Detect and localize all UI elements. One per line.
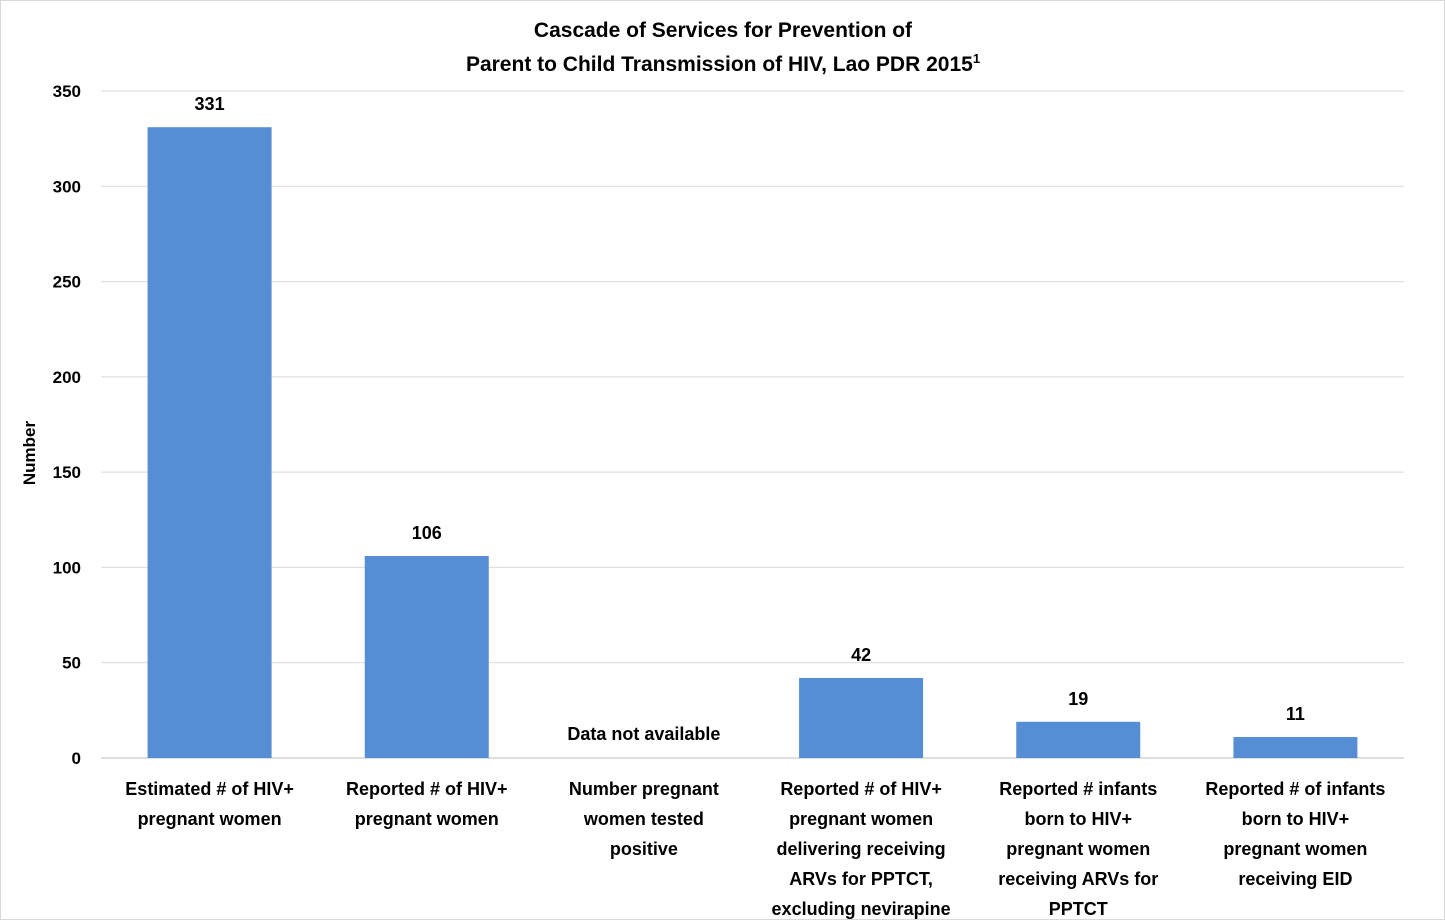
data-label-3-not-available: Data not available: [567, 724, 720, 744]
category-label-4: Reported # of HIV+ pregnant women deliveri…: [772, 779, 951, 919]
bar-5: [1016, 721, 1141, 758]
category-label-1-line-1: Estimated # of HIV+: [125, 779, 294, 799]
category-label-5-line-1: Reported # infants: [999, 779, 1157, 799]
category-label-3-line-1: Number pregnant: [569, 779, 719, 799]
category-label-1-line-2: pregnant women: [138, 809, 282, 829]
category-label-5: Reported # infants born to HIV+ pregnant w…: [998, 779, 1158, 919]
category-label-1: Estimated # of HIV+ pregnant women: [125, 779, 294, 829]
y-axis-title: Number: [20, 421, 39, 486]
category-label-2: Reported # of HIV+ pregnant women: [346, 779, 508, 829]
category-label-2-line-1: Reported # of HIV+: [346, 779, 508, 799]
y-tick-label-200: 200: [53, 368, 81, 387]
bar-6: [1233, 737, 1358, 758]
category-label-3-line-2: women tested: [583, 809, 704, 829]
bar-2: [364, 555, 489, 758]
category-labels: Estimated # of HIV+ pregnant womenReporte…: [125, 779, 1385, 919]
y-tick-label-0: 0: [72, 749, 81, 768]
bar-1: [147, 127, 272, 759]
category-label-4-line-5: excluding nevirapine: [772, 899, 951, 919]
y-axis-tick-labels: 0 50 100 150 200 250 300 350: [53, 82, 81, 768]
chart-title-line-2: Parent to Child Transmission of HIV, Lao…: [466, 51, 980, 76]
category-label-6-line-1: Reported # of infants: [1205, 779, 1385, 799]
data-label-6: 11: [1286, 704, 1305, 724]
data-label-1: 331: [195, 94, 225, 114]
category-label-4-line-3: delivering receiving: [777, 839, 946, 859]
y-tick-label-50: 50: [62, 654, 81, 673]
data-label-4: 42: [851, 645, 871, 665]
category-label-2-line-2: pregnant women: [355, 809, 499, 829]
y-tick-label-300: 300: [53, 177, 81, 196]
bar-4: [799, 677, 924, 758]
data-labels: 331 106 Data not available 42 19 11: [195, 94, 1305, 744]
grid-lines: [101, 90, 1404, 759]
category-label-5-line-4: receiving ARVs for: [998, 869, 1158, 889]
y-tick-label-350: 350: [53, 82, 81, 101]
chart-title-line-1: Cascade of Services for Prevention of: [534, 19, 913, 42]
data-label-5: 19: [1068, 689, 1088, 709]
category-label-6: Reported # of infants born to HIV+ pregnan…: [1205, 779, 1385, 889]
chart-title-superscript: 1: [973, 51, 980, 66]
category-label-5-line-3: pregnant women: [1006, 839, 1150, 859]
category-label-6-line-2: born to HIV+: [1242, 809, 1350, 829]
category-label-6-line-4: receiving EID: [1238, 869, 1352, 889]
y-tick-label-100: 100: [53, 558, 81, 577]
category-label-5-line-5: PPTCT: [1049, 899, 1108, 919]
data-label-2: 106: [412, 523, 442, 543]
bars: [147, 127, 1358, 759]
chart-title-line-2-text: Parent to Child Transmission of HIV, Lao…: [466, 53, 973, 76]
y-tick-label-250: 250: [53, 273, 81, 292]
category-label-5-line-2: born to HIV+: [1025, 809, 1133, 829]
category-label-3-line-3: positive: [610, 839, 678, 859]
category-label-4-line-1: Reported # of HIV+: [780, 779, 942, 799]
category-label-4-line-2: pregnant women: [789, 809, 933, 829]
category-label-4-line-4: ARVs for PPTCT,: [789, 869, 933, 889]
y-tick-label-150: 150: [53, 463, 81, 482]
category-label-3: Number pregnant women tested positive: [569, 779, 719, 859]
category-label-6-line-3: pregnant women: [1223, 839, 1367, 859]
